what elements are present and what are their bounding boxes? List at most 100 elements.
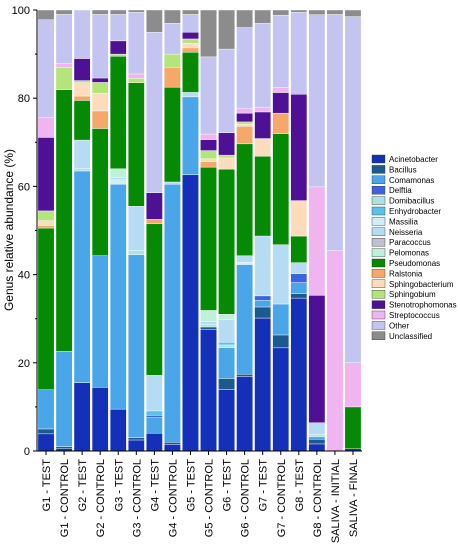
bar-segment-unclassified: [200, 9, 217, 58]
bar-segment-acinetobacter: [146, 432, 163, 452]
bar-segment-unclassified: [146, 9, 163, 33]
bar-segment-unclassified: [182, 9, 199, 15]
y-axis-title: Genus relative abundance (%): [2, 149, 16, 311]
bar-segment-other: [272, 14, 290, 88]
bar-segment-ralstonia: [200, 161, 217, 168]
y-tick-label: 60: [18, 181, 30, 193]
bar-segment-sphingobium: [200, 150, 217, 160]
bar-segment-stenotrophomonas: [254, 111, 272, 139]
bar-segment-comamonas: [109, 183, 127, 410]
legend-label: Acinetobacter: [389, 155, 438, 164]
plot-area: [37, 9, 362, 452]
y-tick-label: 100: [12, 5, 30, 17]
legend-swatch: [371, 175, 386, 185]
bar-segment-neisseria: [236, 255, 253, 263]
bar-segment-sphingobium: [218, 154, 235, 159]
x-category-label: G6 - TEST: [222, 459, 234, 512]
bar-segment-bacillus: [55, 446, 73, 449]
bar-segment-bacillus: [127, 437, 145, 441]
bar-segment-pelomonas: [109, 168, 127, 178]
x-category-label: G7 - TEST: [258, 459, 270, 512]
bar-segment-stenotrophomonas: [218, 132, 235, 156]
bar-segment-other: [91, 14, 109, 79]
bar-segment-bacillus: [37, 428, 55, 435]
bar-segment-bacillus: [200, 326, 217, 330]
bar-segment-ralstonia: [91, 110, 109, 129]
bar-segment-unclassified: [164, 9, 181, 24]
bar-segment-sphingobium: [164, 53, 181, 68]
legend-swatch: [371, 300, 386, 309]
bar-segment-bacillus: [254, 306, 272, 319]
legend-label: Ralstonia: [389, 269, 423, 278]
legend-swatch: [371, 227, 386, 237]
bar-segment-massilia: [236, 262, 253, 265]
legend-label: Delftia: [389, 186, 412, 195]
bar-segment-streptococcus: [344, 362, 362, 408]
bar-segment-other: [164, 23, 181, 55]
bar-segment-neisseria: [272, 244, 290, 305]
bar-segment-neisseria: [127, 206, 145, 251]
bar-segment-comamonas: [146, 417, 163, 434]
bar-segment-comamonas: [91, 255, 109, 388]
legend-label: Pelomonas: [389, 249, 429, 258]
bar-segment-streptococcus: [308, 186, 326, 296]
bar-segment-streptococcus: [37, 117, 55, 138]
bar-segment-pseudomonas: [146, 223, 163, 376]
legend-swatch: [371, 237, 386, 247]
bar-segment-pseudomonas: [73, 100, 91, 141]
bar-segment-pseudomonas: [254, 156, 272, 237]
bar-segment-sphingobacterium: [254, 138, 272, 157]
bar-segment-sphingobium: [236, 121, 253, 125]
legend-swatch: [371, 331, 386, 340]
y-tick-label: 0: [24, 446, 30, 458]
bar-segment-pseudomonas: [182, 52, 199, 93]
bar-segment-other: [326, 14, 344, 251]
bar-segment-delftia: [146, 415, 163, 418]
bar-segment-comamonas: [236, 264, 253, 375]
legend-label: Paracoccus: [389, 238, 431, 247]
bar-segment-neisseria: [200, 321, 217, 325]
legend-swatch: [371, 321, 386, 330]
legend-label: Other: [389, 321, 409, 330]
bar-segment-sphingobium: [91, 82, 109, 94]
bar-segment-sphingobacterium: [200, 158, 217, 162]
bar-segment-streptococcus: [55, 62, 73, 68]
bar-segment-pelomonas: [218, 314, 235, 321]
bar-segment-pelomonas: [200, 310, 217, 322]
legend-label: Pseudomonas: [389, 259, 440, 268]
bar-segment-pseudomonas: [218, 168, 235, 315]
bar-segment-neisseria: [308, 422, 326, 435]
x-category-label: SALIVA - FINAL: [348, 459, 360, 537]
bar-segment-comamonas: [272, 303, 290, 336]
bar-segment-acinetobacter: [109, 408, 127, 452]
bar-segment-sphingobacterium: [218, 157, 235, 170]
bar-segment-neisseria: [182, 92, 199, 98]
bar-segment-sphingobium: [37, 210, 55, 221]
bar-segment-acinetobacter: [272, 347, 290, 452]
bar-segment-pseudomonas: [200, 166, 217, 311]
bar-segment-stenotrophomonas: [182, 32, 199, 40]
bar-segment-neisseria: [146, 375, 163, 412]
bar-segment-sphingobium: [127, 78, 145, 83]
bar-segment-comamonas: [290, 282, 308, 294]
x-category-label: G5 - TEST: [185, 459, 197, 512]
bar-segment-acinetobacter: [254, 317, 272, 452]
legend-label: Stenotrophomonas: [389, 301, 457, 310]
x-category-label: G8 - TEST: [294, 459, 306, 512]
bar-segment-unclassified: [218, 9, 235, 50]
bar-segment-stenotrophomonas: [146, 192, 163, 220]
bar-segment-acinetobacter: [37, 433, 55, 452]
y-tick-label: 80: [18, 93, 30, 105]
bar-segment-unclassified: [344, 9, 362, 17]
bar-segment-unclassified: [272, 9, 290, 16]
bar-segment-other: [218, 48, 235, 134]
bar-segment-unclassified: [37, 9, 55, 21]
bar-segment-sphingobacterium: [73, 82, 91, 97]
legend-swatch: [371, 165, 386, 174]
bar-segment-pseudomonas: [37, 227, 55, 390]
bar-segment-acinetobacter: [182, 174, 199, 452]
legend-label: Enhydrobacter: [389, 207, 441, 216]
y-tick-label: 20: [18, 358, 30, 370]
legend-swatch: [371, 279, 386, 288]
